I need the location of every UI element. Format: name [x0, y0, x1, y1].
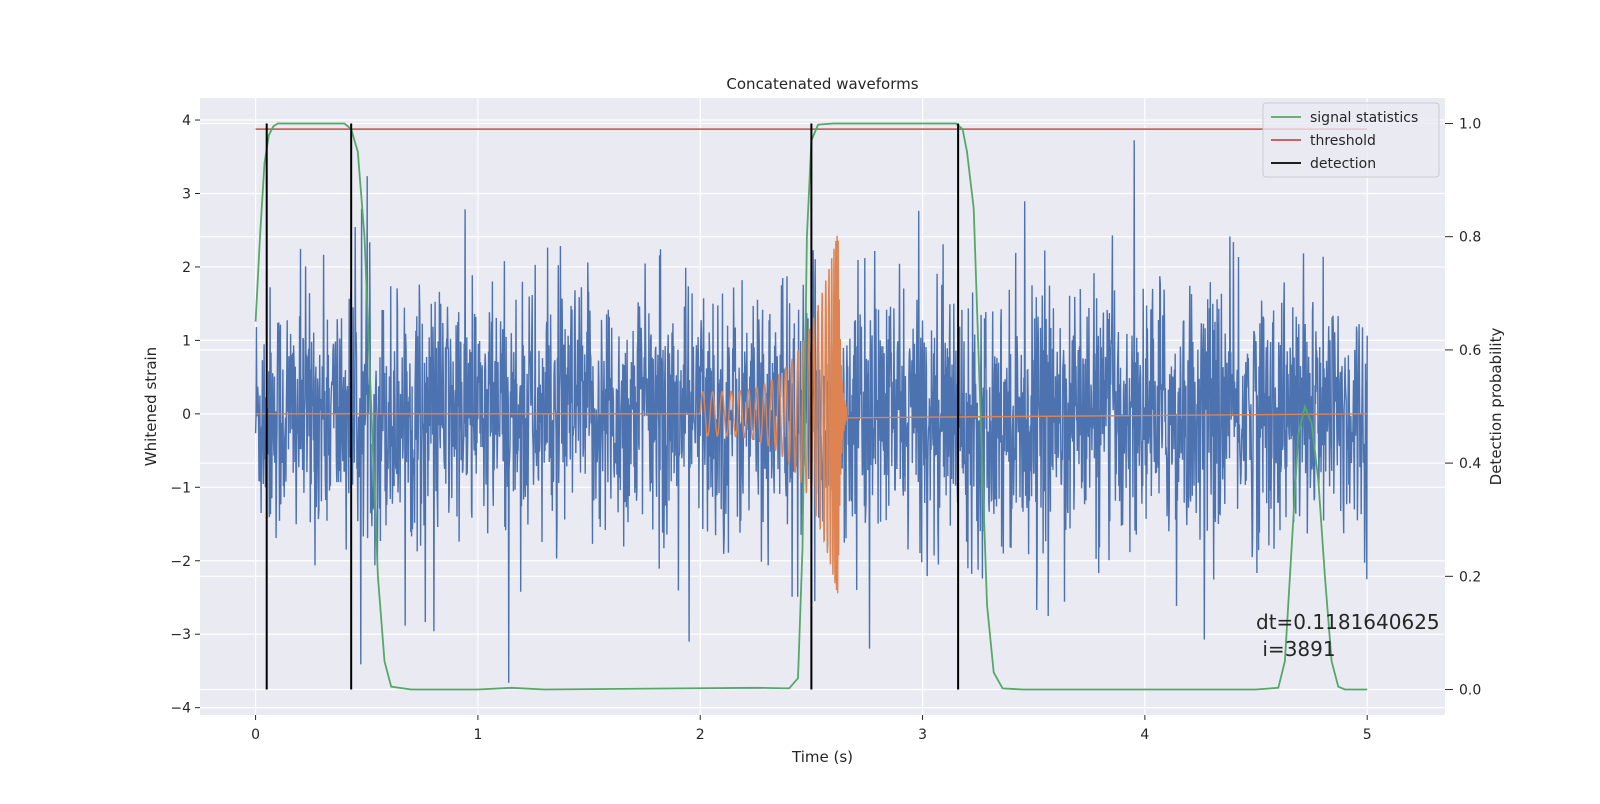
template-line — [255, 235, 1368, 594]
x-tick-label: 0 — [251, 727, 260, 743]
y2-tick-label: 1.0 — [1459, 116, 1481, 132]
x-axis-label: Time (s) — [791, 748, 853, 766]
y2-tick-label: 0.4 — [1459, 456, 1481, 472]
x-tick-label: 2 — [696, 727, 705, 743]
x-tick-label: 1 — [473, 727, 482, 743]
y2-tick-label: 0.6 — [1459, 343, 1481, 359]
x-tick-label: 4 — [1140, 727, 1149, 743]
annotation-index: i=3891 — [1256, 637, 1336, 661]
y-tick-label: 0 — [182, 407, 191, 423]
axes: −4 −3 −2 −1 0 1 2 3 4 0.0 0.2 0.4 0.6 0.8 1.0 0 1 2 3 4 5 — [170, 113, 1481, 743]
y-tick-label: 3 — [182, 186, 191, 202]
y2-tick-label: 0.0 — [1459, 683, 1481, 699]
y-tick-label: −1 — [170, 480, 191, 496]
y2-tick-label: 0.2 — [1459, 569, 1481, 585]
legend-box — [1262, 102, 1440, 178]
annotation-dt: dt=0.1181640625 — [1256, 610, 1440, 634]
y-tick-label: 4 — [182, 113, 191, 129]
y-tick-label: 1 — [182, 333, 191, 349]
y2-tick-label: 0.8 — [1459, 230, 1481, 246]
legend-label: threshold — [1310, 133, 1376, 149]
legend: signal statistics threshold detection — [1262, 102, 1440, 178]
y-tick-label: 2 — [182, 260, 191, 276]
y-axis-label: Whitened strain — [142, 347, 160, 466]
y-tick-label: −4 — [170, 701, 191, 717]
x-tick-label: 5 — [1363, 727, 1372, 743]
chart-title: Concatenated waveforms — [726, 75, 918, 93]
x-tick-label: 3 — [918, 727, 927, 743]
legend-label: signal statistics — [1310, 110, 1418, 126]
y-tick-label: −2 — [170, 554, 191, 570]
data-layer — [254, 122, 1368, 691]
y2-axis-label: Detection probability — [1487, 328, 1505, 486]
y-tick-label: −3 — [170, 627, 191, 643]
signal-statistics-line — [254, 122, 1368, 691]
legend-label: detection — [1310, 156, 1376, 172]
